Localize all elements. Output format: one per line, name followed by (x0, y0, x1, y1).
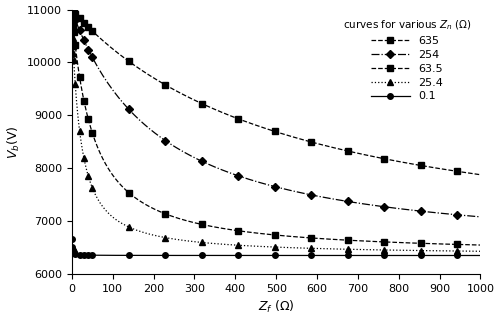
254 (86, 48, 91, 52)
63.5 (86, 118, 91, 122)
63.5 (178, 217, 184, 221)
25.4 (178, 238, 184, 242)
Y-axis label: $V_b$(V): $V_b$(V) (6, 125, 22, 159)
X-axis label: $Z_f$ ($\Omega$): $Z_f$ ($\Omega$) (258, 299, 294, 316)
63.5 (69, 13, 75, 17)
Line: 63.5: 63.5 (69, 11, 484, 248)
254 (449, 213, 455, 216)
Line: 25.4: 25.4 (69, 18, 484, 255)
0.1 (178, 254, 184, 257)
635 (86, 26, 91, 30)
25.4 (86, 175, 91, 179)
25.4 (70, 57, 76, 61)
Legend: 635, 254, 63.5, 25.4, 0.1: 635, 254, 63.5, 25.4, 0.1 (339, 15, 475, 105)
635 (381, 157, 387, 160)
63.5 (69, 12, 75, 16)
635 (70, 10, 76, 14)
635 (449, 169, 455, 172)
254 (69, 9, 75, 13)
0.1 (70, 250, 76, 254)
0.1 (478, 254, 484, 257)
25.4 (449, 249, 455, 253)
25.4 (381, 248, 387, 252)
0.1 (86, 253, 91, 257)
254 (478, 215, 484, 219)
254 (381, 205, 387, 209)
Line: 635: 635 (69, 7, 484, 178)
0.1 (381, 254, 387, 257)
635 (478, 173, 484, 177)
63.5 (70, 30, 76, 34)
25.4 (69, 19, 75, 22)
0.1 (69, 238, 75, 241)
25.4 (478, 249, 484, 253)
254 (69, 9, 75, 13)
254 (70, 13, 76, 17)
0.1 (69, 241, 75, 245)
25.4 (69, 22, 75, 25)
63.5 (478, 243, 484, 247)
Line: 0.1: 0.1 (69, 237, 483, 258)
63.5 (449, 242, 455, 246)
635 (178, 91, 184, 95)
635 (69, 8, 75, 12)
0.1 (449, 254, 455, 257)
Line: 254: 254 (69, 8, 483, 220)
254 (178, 148, 184, 152)
63.5 (381, 240, 387, 244)
635 (69, 8, 75, 12)
